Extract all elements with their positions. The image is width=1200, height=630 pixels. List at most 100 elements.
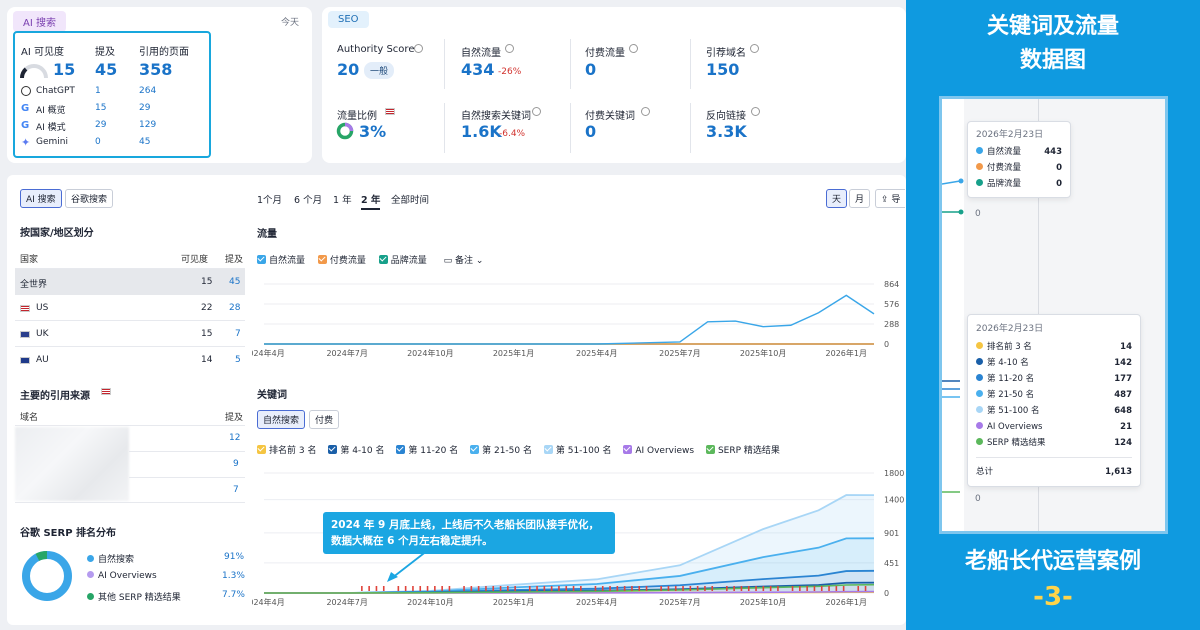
country-row-uk[interactable]: UK 15 7 — [15, 321, 245, 347]
note-marker[interactable] — [638, 586, 641, 591]
legend-serp-features[interactable]: SERP 精选结果 — [705, 445, 780, 456]
note-marker[interactable] — [631, 586, 633, 591]
note-marker[interactable] — [536, 586, 538, 591]
tab-paid-keywords[interactable]: 付费 — [309, 410, 340, 429]
keywords-chart[interactable]: 0 451 901 1400 1800 2024年4月 2024年7月 2024年10月 202… — [252, 467, 912, 607]
note-marker[interactable] — [674, 586, 677, 591]
legend-organic-traffic[interactable]: 自然流量 — [257, 255, 305, 266]
note-marker[interactable] — [711, 586, 714, 591]
note-marker[interactable] — [485, 586, 487, 591]
note-marker[interactable] — [740, 586, 743, 591]
note-marker[interactable] — [806, 586, 808, 591]
tab-ai-search[interactable]: AI 搜索 — [20, 189, 62, 208]
range-all[interactable]: 全部时间 — [391, 195, 430, 206]
export-button[interactable]: ⇪ 导 — [875, 189, 906, 208]
note-marker[interactable] — [404, 586, 407, 591]
note-marker[interactable] — [857, 586, 860, 591]
country-mentions[interactable]: 45 — [229, 277, 241, 287]
source-mentions[interactable]: 7 — [233, 485, 239, 495]
note-marker[interactable] — [499, 586, 502, 591]
note-marker[interactable] — [609, 586, 611, 591]
country-row-world[interactable]: 全世界 15 45 — [15, 269, 245, 295]
country-row-au[interactable]: AU 14 5 — [15, 347, 245, 373]
legend-paid-traffic[interactable]: 付费流量 — [317, 255, 366, 266]
note-marker[interactable] — [601, 586, 604, 591]
note-marker[interactable] — [550, 586, 553, 591]
note-marker[interactable] — [448, 586, 451, 591]
note-marker[interactable] — [565, 586, 568, 591]
note-marker[interactable] — [572, 586, 575, 591]
note-marker[interactable] — [528, 586, 531, 591]
ai-row-mentions[interactable]: 15 — [95, 103, 107, 113]
country-mentions[interactable]: 5 — [235, 355, 241, 365]
note-marker[interactable] — [777, 586, 779, 591]
tab-google-search[interactable]: 谷歌搜索 — [65, 189, 114, 208]
note-marker[interactable] — [660, 586, 662, 591]
note-marker[interactable] — [375, 586, 378, 591]
country-row-us[interactable]: US 22 28 — [15, 295, 245, 321]
note-marker[interactable] — [645, 586, 648, 591]
note-marker[interactable] — [704, 586, 706, 591]
note-marker[interactable] — [594, 586, 597, 591]
ai-row-cited[interactable]: 45 — [139, 137, 151, 147]
note-marker[interactable] — [726, 586, 728, 591]
note-marker[interactable] — [470, 586, 473, 591]
legend-top3[interactable]: 排名前 3 名 — [257, 445, 316, 456]
note-marker[interactable] — [434, 586, 436, 591]
note-marker[interactable] — [382, 586, 385, 591]
note-marker[interactable] — [623, 586, 626, 591]
note-marker[interactable] — [426, 586, 429, 591]
notes-dropdown[interactable]: ▭ 备注 ⌄ — [443, 256, 484, 266]
note-marker[interactable] — [842, 586, 845, 591]
note-marker[interactable] — [507, 586, 509, 591]
legend-4-10[interactable]: 第 4-10 名 — [328, 445, 384, 456]
note-marker[interactable] — [835, 586, 838, 591]
legend-21-50[interactable]: 第 21-50 名 — [470, 445, 532, 456]
note-marker[interactable] — [747, 586, 750, 591]
note-marker[interactable] — [813, 586, 816, 591]
ai-row-cited[interactable]: 129 — [139, 120, 157, 130]
legend-51-100[interactable]: 第 51-100 名 — [543, 445, 611, 456]
note-marker[interactable] — [514, 586, 516, 591]
source-mentions[interactable]: 9 — [233, 459, 239, 469]
range-6m[interactable]: 6 个月 — [294, 195, 323, 206]
note-marker[interactable] — [762, 586, 765, 591]
note-marker[interactable] — [799, 586, 801, 591]
note-marker[interactable] — [689, 586, 692, 591]
range-1y[interactable]: 1 年 — [333, 195, 352, 206]
range-2y-selected[interactable]: 2 年 — [361, 192, 381, 210]
granularity-month[interactable]: 月 — [849, 189, 871, 208]
ai-row-cited[interactable]: 29 — [139, 103, 151, 113]
note-marker[interactable] — [441, 586, 443, 591]
note-marker[interactable] — [667, 586, 670, 591]
legend-brand-traffic[interactable]: 品牌流量 — [378, 255, 427, 266]
note-marker[interactable] — [368, 586, 370, 591]
note-marker[interactable] — [580, 586, 582, 591]
note-marker[interactable] — [361, 586, 363, 591]
ai-row-cited[interactable]: 264 — [139, 86, 157, 96]
ai-row-mentions[interactable]: 1 — [95, 86, 101, 96]
note-marker[interactable] — [682, 586, 684, 591]
note-marker[interactable] — [492, 586, 495, 591]
note-marker[interactable] — [733, 586, 735, 591]
ai-row-mentions[interactable]: 29 — [95, 120, 107, 130]
note-marker[interactable] — [558, 586, 560, 591]
note-marker[interactable] — [397, 586, 400, 591]
note-marker[interactable] — [412, 586, 414, 591]
tab-organic-keywords[interactable]: 自然搜索 — [257, 410, 306, 429]
note-marker[interactable] — [769, 586, 772, 591]
ai-row-mentions[interactable]: 0 — [95, 137, 101, 147]
note-marker[interactable] — [616, 586, 619, 591]
note-marker[interactable] — [696, 586, 699, 591]
note-marker[interactable] — [477, 586, 480, 591]
note-marker[interactable] — [463, 586, 465, 591]
country-mentions[interactable]: 28 — [229, 303, 241, 313]
note-marker[interactable] — [791, 586, 794, 591]
note-marker[interactable] — [820, 586, 823, 591]
note-marker[interactable] — [864, 586, 867, 591]
granularity-day[interactable]: 天 — [826, 189, 848, 208]
range-1m[interactable]: 1个月 — [257, 195, 283, 206]
note-marker[interactable] — [755, 586, 757, 591]
country-mentions[interactable]: 7 — [235, 329, 241, 339]
legend-ai-overviews[interactable]: AI Overviews — [623, 445, 694, 456]
